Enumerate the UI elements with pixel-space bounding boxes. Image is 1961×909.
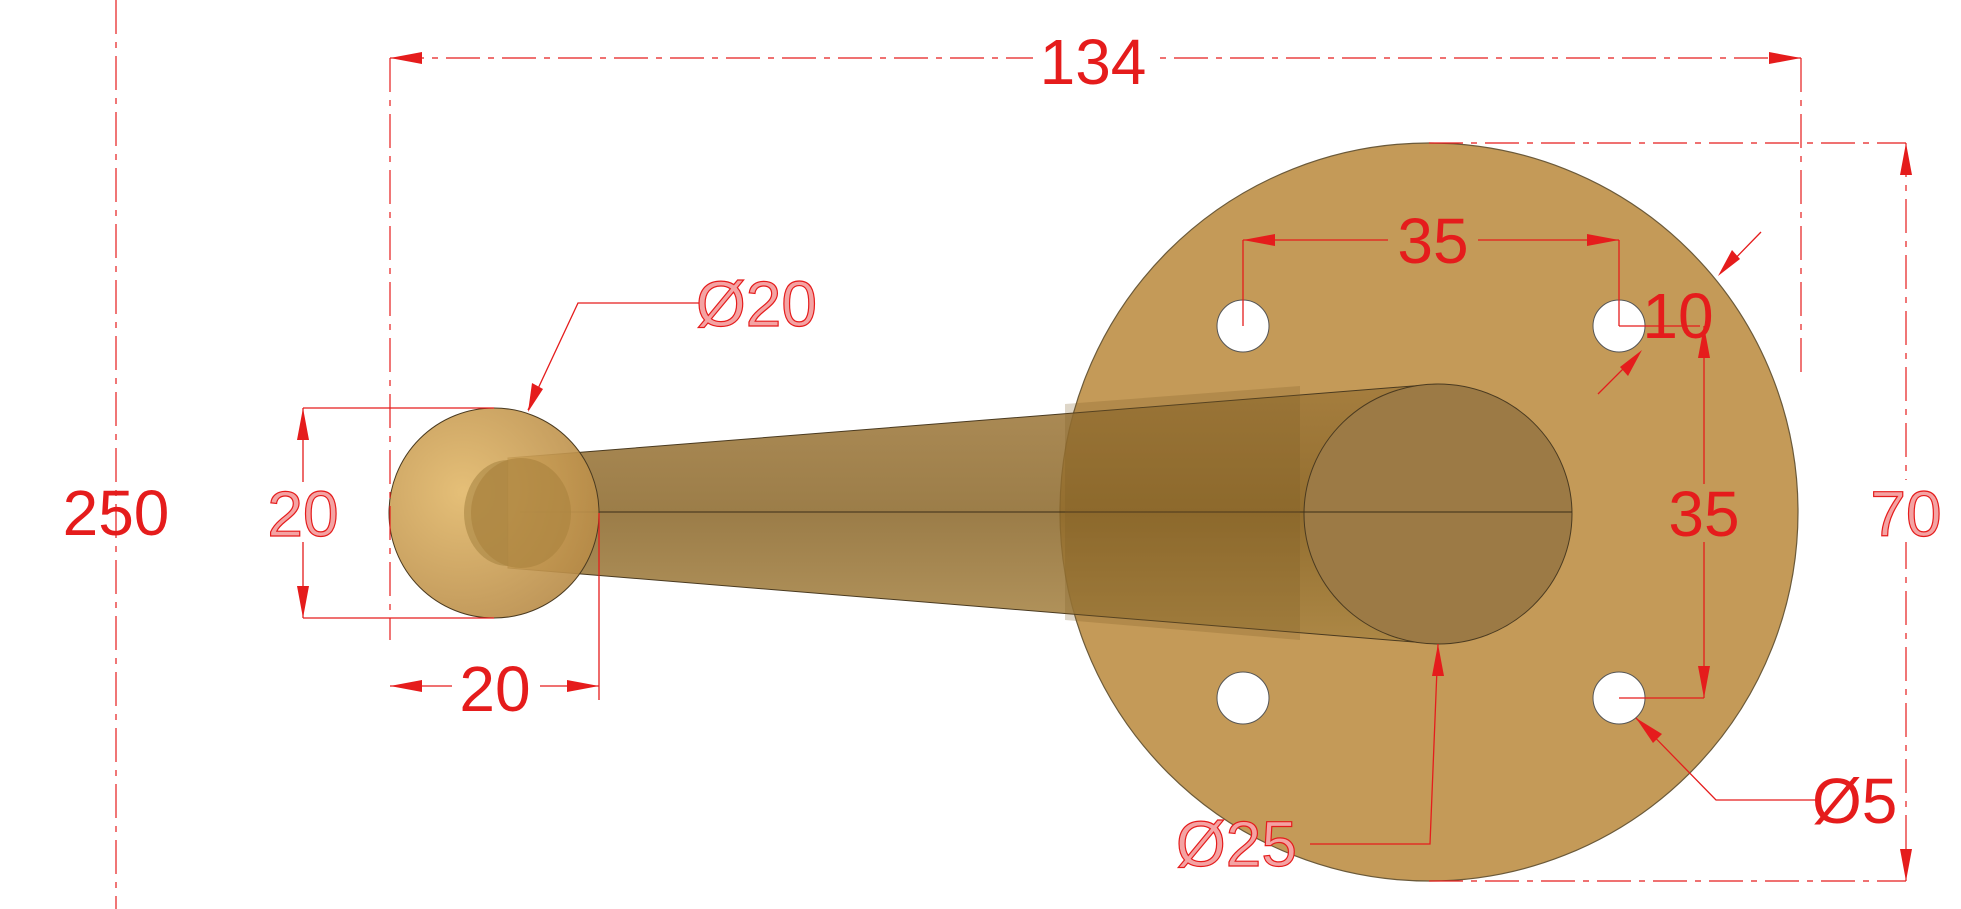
dimension-ball-height: 20 (262, 407, 494, 619)
dimension-label-plate-diameter: 70 (1870, 478, 1941, 550)
mounting-hole-bottom-left (1216, 671, 1270, 725)
dimension-ball-width: 20 (390, 513, 600, 725)
dimension-label-134: 134 (1040, 26, 1147, 98)
dimension-ball-diameter: Ø20 (527, 267, 818, 412)
dimension-label-ball-diameter: Ø20 (696, 268, 817, 340)
dimension-plate-diameter: 70 (1429, 142, 1948, 882)
dimension-hole-diameter: Ø5 (1635, 717, 1897, 837)
dimension-label-ball-height: 20 (267, 478, 338, 550)
dimension-label-shaft-diameter: Ø25 (1176, 808, 1297, 880)
dimension-label-250: 250 (63, 477, 170, 549)
dimension-label-hole-spacing-vertical: 35 (1668, 478, 1739, 550)
dimension-label-ball-width: 20 (459, 653, 530, 725)
dimension-shaft-diameter: Ø25 (1175, 643, 1444, 881)
tapered-shaft (507, 383, 1573, 645)
dimension-overall-length: 134 (389, 26, 1802, 640)
ball-end (388, 407, 600, 619)
shaft-end-face (1303, 383, 1573, 645)
dimension-label-hole-spacing-horizontal: 35 (1397, 205, 1468, 277)
dimension-hole-spacing-horizontal: 35 (1242, 205, 1620, 326)
dimension-hole-spacing-vertical: 35 (1619, 326, 1744, 699)
dimension-label-hole-diameter: Ø5 (1812, 765, 1897, 837)
